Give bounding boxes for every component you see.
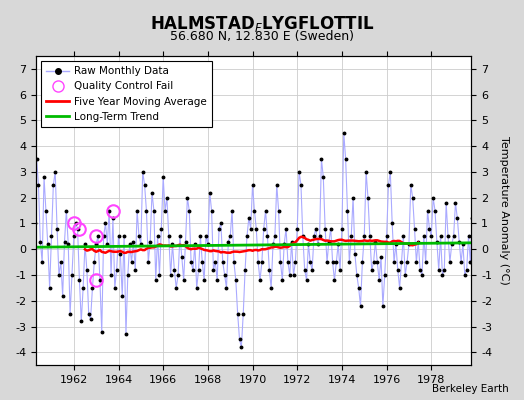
Text: 56.680 N, 12.830 E (Sweden): 56.680 N, 12.830 E (Sweden) <box>170 30 354 43</box>
Legend: Raw Monthly Data, Quality Control Fail, Five Year Moving Average, Long-Term Tren: Raw Monthly Data, Quality Control Fail, … <box>41 61 212 127</box>
Text: Berkeley Earth: Berkeley Earth <box>432 384 508 394</box>
Y-axis label: Temperature Anomaly (°C): Temperature Anomaly (°C) <box>499 136 509 285</box>
Text: HALMSTAD$_F$LYGFLOTTIL: HALMSTAD$_F$LYGFLOTTIL <box>150 14 374 34</box>
